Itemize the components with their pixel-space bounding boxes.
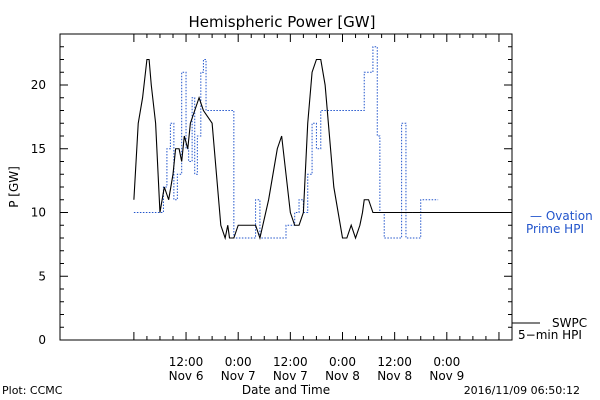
x-tick-label-date: Nov 9 bbox=[429, 369, 464, 383]
chart-title: Hemispheric Power [GW] bbox=[189, 13, 376, 31]
y-axis: 0 5 10 15 20 bbox=[31, 33, 512, 347]
x-tick-label-time: 12:00 bbox=[273, 355, 308, 369]
series-swpc-line bbox=[133, 58, 413, 241]
x-tick-label-date: Nov 8 bbox=[377, 369, 412, 383]
y-axis-label: P [GW] bbox=[7, 166, 21, 208]
legend-swpc-label-2: 5−min HPI bbox=[518, 328, 582, 342]
legend-swpc-label-1: SWPC bbox=[552, 316, 587, 330]
plot-frame bbox=[59, 33, 513, 341]
x-tick-label-date: Nov 7 bbox=[273, 369, 308, 383]
legend-ovation-label-1: — Ovation bbox=[530, 209, 593, 223]
y-tick-label: 20 bbox=[31, 78, 46, 92]
x-tick-label-date: Nov 6 bbox=[169, 369, 204, 383]
x-tick-label-time: 12:00 bbox=[169, 355, 204, 369]
y-tick-label: 5 bbox=[38, 269, 46, 283]
x-axis-label: Date and Time bbox=[242, 383, 330, 397]
legend-ovation-label-2: Prime HPI bbox=[526, 222, 584, 236]
y-tick-label: 10 bbox=[31, 206, 46, 220]
x-tick-label-time: 12:00 bbox=[377, 355, 412, 369]
y-tick-label: 0 bbox=[38, 333, 46, 347]
x-tick-label-time: 0:00 bbox=[225, 355, 252, 369]
series-layer bbox=[133, 46, 512, 241]
footer-timestamp: 2016/11/09 06:50:12 bbox=[464, 384, 580, 397]
x-tick-label-time: 0:00 bbox=[329, 355, 356, 369]
x-tick-label-date: Nov 8 bbox=[325, 369, 360, 383]
x-tick-label-time: 0:00 bbox=[433, 355, 460, 369]
x-tick-label-date: Nov 7 bbox=[221, 369, 256, 383]
footer-source: Plot: CCMC bbox=[2, 384, 63, 397]
y-tick-label: 15 bbox=[31, 142, 46, 156]
series-ovation-prime-line bbox=[133, 46, 439, 239]
